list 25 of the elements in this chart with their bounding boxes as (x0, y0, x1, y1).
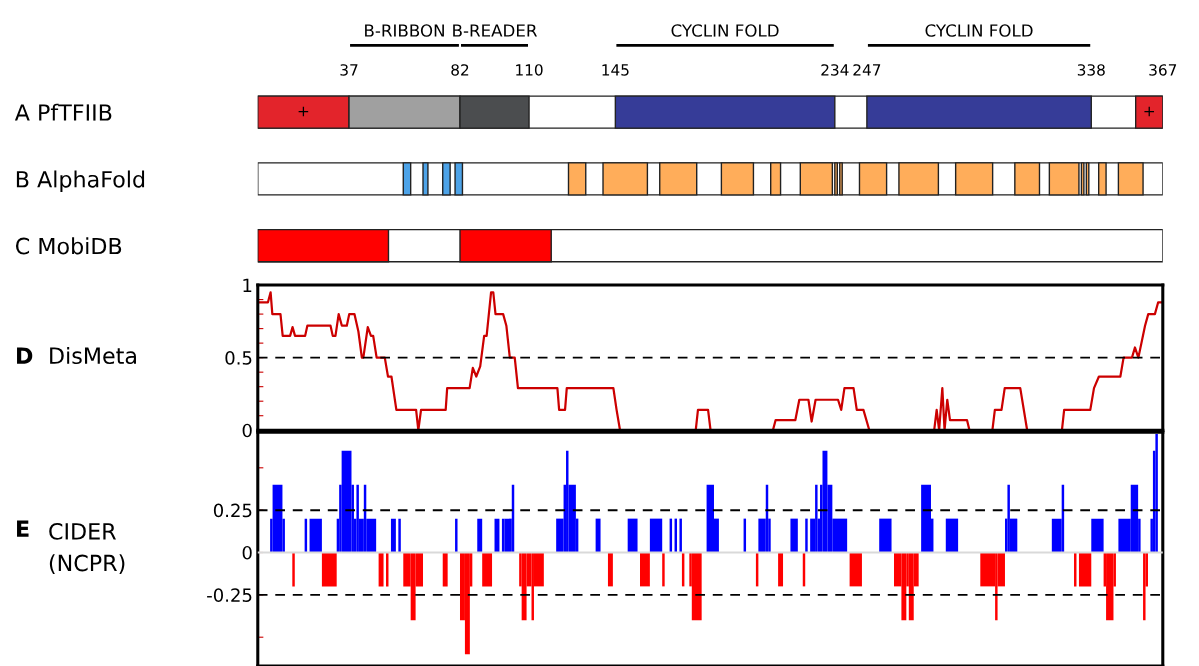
x-tick-label: 37 (340, 64, 358, 76)
x-tick-label: 110 (516, 64, 543, 76)
x-tick-label: 145 (602, 64, 629, 76)
x-tick-label: 247 (853, 64, 881, 76)
x-tick-label: 82 (451, 64, 469, 76)
y-tick-label: 0.5 (225, 351, 252, 365)
x-tick-label: 234 (821, 64, 849, 76)
y-tick-label: 1 (243, 278, 252, 292)
y-tick-label: C MobiDB (15, 237, 122, 255)
x-tick-label: 338 (1077, 64, 1105, 76)
data-label: + (1144, 106, 1155, 117)
data-label: B-RIBBON (365, 24, 444, 37)
x-tick-label: 367 (1149, 64, 1177, 76)
y-tick-label: -0.25 (207, 588, 252, 602)
y-axis-title: D DisMeta (17, 346, 136, 365)
y-tick-label: A PfTFIIB (14, 103, 112, 121)
y-tick-label: 0 (242, 423, 252, 438)
y-tick-label: 0 (242, 545, 252, 560)
data-label: CYCLIN FOLD (671, 24, 779, 37)
data-label: + (298, 106, 309, 117)
y-tick-label: 0.25 (213, 503, 252, 518)
y-axis-title: E CIDER (NCPR) (17, 520, 125, 574)
y-tick-label: B AlphaFold (16, 170, 145, 192)
data-label: B-READER (453, 24, 537, 37)
data-label: CYCLIN FOLD (925, 24, 1033, 37)
